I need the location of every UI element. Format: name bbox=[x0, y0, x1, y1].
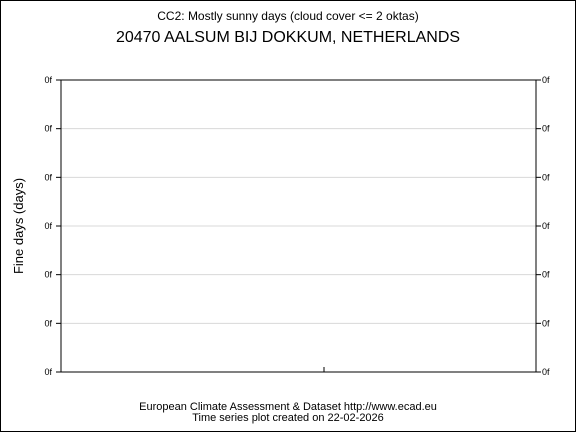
y-tick-label-left: 0f bbox=[44, 124, 52, 134]
footer-line-1: European Climate Assessment & Dataset ht… bbox=[139, 401, 437, 413]
chart-title: CC2: Mostly sunny days (cloud cover <= 2… bbox=[157, 9, 418, 23]
y-tick-label-left: 0f bbox=[44, 318, 52, 328]
y-tick-label-left: 0f bbox=[44, 270, 52, 280]
y-tick-label-left: 0f bbox=[44, 75, 52, 85]
y-tick-label-right: 0f bbox=[542, 270, 550, 280]
y-axis-right-ticks: 0f 0f 0f 0f 0f 0f 0f bbox=[536, 75, 550, 377]
y-tick-label-right: 0f bbox=[542, 75, 550, 85]
y-tick-label-right: 0f bbox=[542, 367, 550, 377]
y-axis-left-ticks: 0f 0f 0f 0f 0f 0f 0f bbox=[44, 75, 61, 377]
footer-line-2: Time series plot created on 22-02-2026 bbox=[192, 412, 384, 424]
y-tick-label-right: 0f bbox=[542, 172, 550, 182]
y-tick-label-left: 0f bbox=[44, 172, 52, 182]
chart-subtitle: 20470 AALSUM BIJ DOKKUM, NETHERLANDS bbox=[116, 29, 460, 46]
y-axis-label: Fine days (days) bbox=[11, 178, 26, 274]
y-tick-label-left: 0f bbox=[44, 367, 52, 377]
y-tick-label-left: 0f bbox=[44, 221, 52, 231]
y-tick-label-right: 0f bbox=[542, 124, 550, 134]
y-tick-label-right: 0f bbox=[542, 221, 550, 231]
grid-lines bbox=[61, 128, 536, 324]
y-tick-label-right: 0f bbox=[542, 318, 550, 328]
